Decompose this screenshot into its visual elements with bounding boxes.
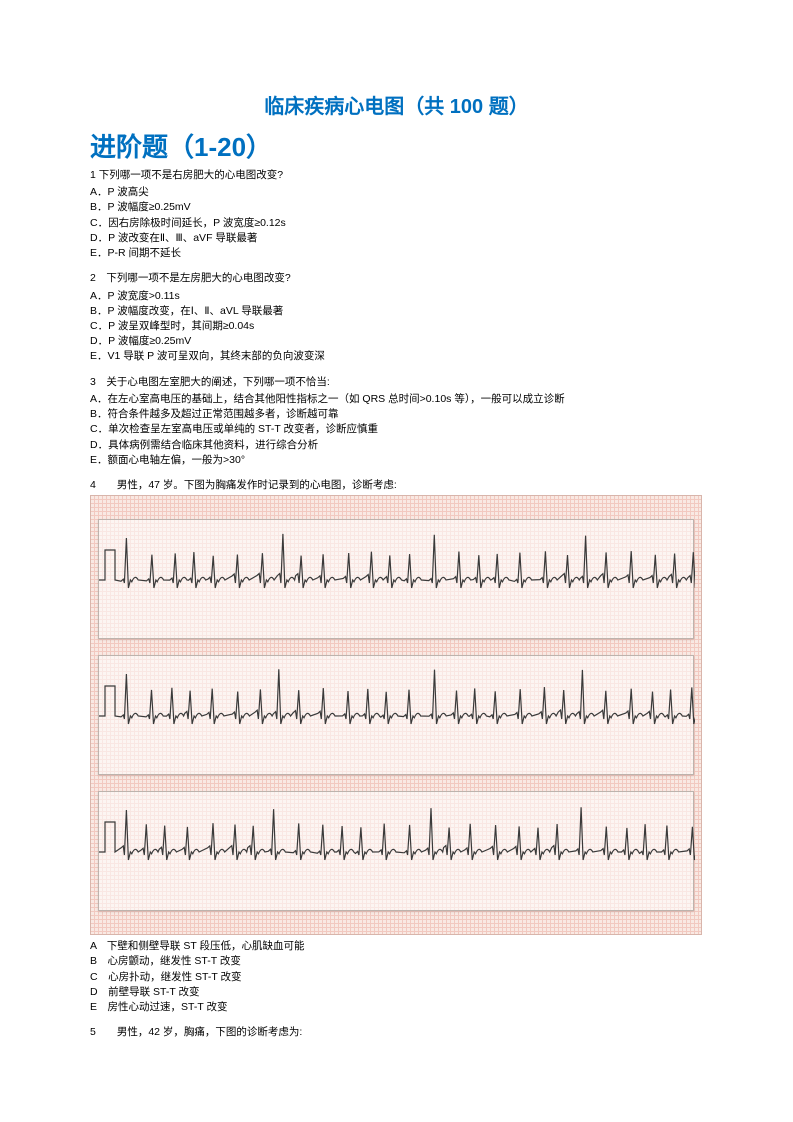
q2-stem: 2 下列哪一项不是左房肥大的心电图改变? <box>90 271 703 286</box>
q3-opt-a: A．在左心室高电压的基础上，结合其他阳性指标之一（如 QRS 总时间>0.10s… <box>90 392 703 407</box>
ecg-strip-2 <box>98 655 694 775</box>
ecg-strip-3 <box>98 791 694 911</box>
q1-opt-d: D．P 波改变在Ⅱ、Ⅲ、aVF 导联最著 <box>90 231 703 246</box>
section-heading: 进阶题（1-20） <box>90 127 703 164</box>
question-1: 1 下列哪一项不是右房肥大的心电图改变? A．P 波高尖 B．P 波幅度≥0.2… <box>90 168 703 261</box>
q3-opt-c: C．单次检查呈左室高电压或单纯的 ST-T 改变者，诊断应慎重 <box>90 422 703 437</box>
q4-opt-d: D 前壁导联 ST-T 改变 <box>90 985 703 1000</box>
ecg-figure <box>90 495 702 935</box>
q4-opt-e: E 房性心动过速，ST-T 改变 <box>90 1000 703 1015</box>
question-2: 2 下列哪一项不是左房肥大的心电图改变? A．P 波宽度>0.11s B．P 波… <box>90 271 703 364</box>
ecg-strip-1 <box>98 519 694 639</box>
q1-opt-c: C．因右房除极时间延长，P 波宽度≥0.12s <box>90 216 703 231</box>
ecg-trace-3 <box>99 792 695 910</box>
question-3: 3 关于心电图左室肥大的阐述，下列哪一项不恰当: A．在左心室高电压的基础上，结… <box>90 375 703 468</box>
q2-opt-b: B．P 波幅度改变，在Ⅰ、Ⅱ、aVL 导联最著 <box>90 304 703 319</box>
ecg-trace-2 <box>99 656 695 774</box>
q3-stem: 3 关于心电图左室肥大的阐述，下列哪一项不恰当: <box>90 375 703 390</box>
q2-opt-c: C．P 波呈双峰型时，其间期≥0.04s <box>90 319 703 334</box>
q2-opt-e: E．V1 导联 P 波可呈双向，其终末部的负向波变深 <box>90 349 703 364</box>
q4-stem: 4 男性，47 岁。下图为胸痛发作时记录到的心电图，诊断考虑: <box>90 478 703 493</box>
q1-opt-b: B．P 波幅度≥0.25mV <box>90 200 703 215</box>
q2-opt-d: D．P 波幅度≥0.25mV <box>90 334 703 349</box>
q1-opt-a: A．P 波高尖 <box>90 185 703 200</box>
q3-opt-d: D．具体病例需结合临床其他资料，进行综合分析 <box>90 438 703 453</box>
q3-opt-b: B．符合条件越多及超过正常范围越多者，诊断越可靠 <box>90 407 703 422</box>
ecg-grid <box>90 495 702 935</box>
q4-opt-b: B 心房颤动，继发性 ST-T 改变 <box>90 954 703 969</box>
page-title: 临床疾病心电图（共 100 题） <box>90 90 703 119</box>
q4-opt-c: C 心房扑动，继发性 ST-T 改变 <box>90 970 703 985</box>
q2-opt-a: A．P 波宽度>0.11s <box>90 289 703 304</box>
q3-opt-e: E．额面心电轴左偏，一般为>30° <box>90 453 703 468</box>
q1-stem: 1 下列哪一项不是右房肥大的心电图改变? <box>90 168 703 183</box>
q1-opt-e: E．P-R 间期不延长 <box>90 246 703 261</box>
q5-stem: 5 男性，42 岁，胸痛，下图的诊断考虑为: <box>90 1025 703 1040</box>
ecg-trace-1 <box>99 520 695 638</box>
q4-opt-a: A 下壁和侧壁导联 ST 段压低，心肌缺血可能 <box>90 939 703 954</box>
question-4-options: A 下壁和侧壁导联 ST 段压低，心肌缺血可能 B 心房颤动，继发性 ST-T … <box>90 939 703 1015</box>
